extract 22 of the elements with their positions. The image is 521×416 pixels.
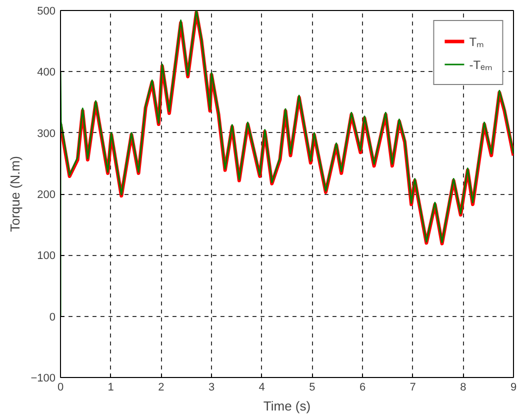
line-series (60, 10, 514, 318)
x-tick-label: 0 (57, 382, 64, 394)
y-tick-label: 300 (37, 128, 56, 140)
y-tick-label: 400 (37, 66, 56, 79)
x-tick-label: 4 (258, 382, 265, 394)
y-tick-label: 200 (37, 189, 56, 201)
y-tick-label: 500 (37, 6, 56, 18)
x-tick-label: 8 (460, 382, 466, 394)
y-tick-label: −100 (30, 372, 56, 384)
x-tick-label: 3 (208, 382, 215, 394)
x-axis-title: Time (s) (263, 398, 311, 414)
legend-label: Tₘ (469, 34, 485, 50)
legend-label: -Tₑₘ (469, 56, 492, 72)
y-tick-label: 100 (37, 250, 56, 262)
x-tick-label: 6 (359, 382, 366, 394)
x-tick-label: 7 (410, 382, 416, 394)
x-tick-label: 9 (510, 382, 517, 394)
x-tick-label: 2 (158, 382, 164, 394)
y-tick-label: 0 (49, 311, 56, 324)
x-tick-label: 1 (108, 382, 114, 394)
x-tick-label: 5 (309, 382, 316, 394)
y-axis-title: Torque (N.m) (8, 156, 23, 232)
